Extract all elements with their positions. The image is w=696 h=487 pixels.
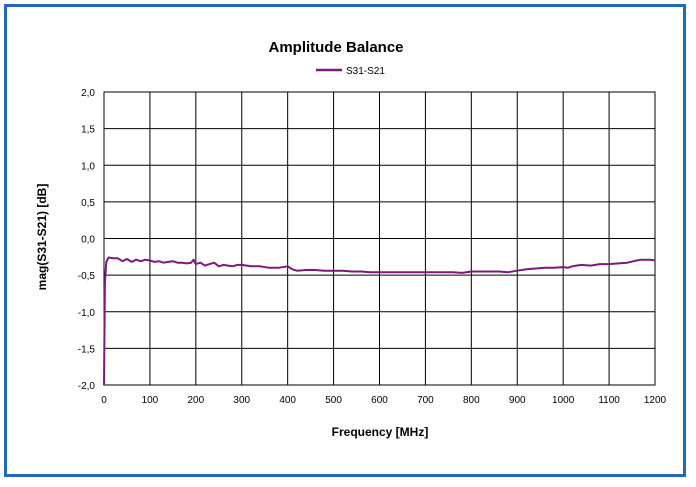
x-tick-label-5: 500: [325, 395, 342, 406]
x-axis-title: Frequency [MHz]: [332, 425, 429, 439]
chart-frame: [4, 4, 686, 477]
legend-label-s31-s21: S31-S21: [346, 66, 385, 77]
x-tick-label-3: 300: [233, 395, 250, 406]
y-axis-title: mag(S31-S21) [dB]: [35, 184, 49, 291]
x-tick-label-4: 400: [279, 395, 296, 406]
y-axis-ticks: -2,0 -1,5 -1,0 -0,5 0,0 0,5 1,0 1,5 2,0: [78, 88, 96, 392]
series-line-0: [103, 256, 656, 386]
y-tick-label-0: -2,0: [78, 381, 96, 392]
y-tick-label-4: 0,0: [81, 235, 95, 246]
x-tick-label-6: 600: [371, 395, 388, 406]
x-tick-label-11: 1100: [598, 395, 620, 406]
x-tick-label-0: 0: [101, 395, 107, 406]
x-tick-label-9: 900: [509, 395, 526, 406]
x-axis-ticks: 0 100 200 300 400 500 600 700 800 900 1000 1100 1200: [101, 395, 666, 406]
legend: S31-S21: [316, 66, 385, 77]
x-tick-label-7: 700: [417, 395, 434, 406]
chart-title: Amplitude Balance: [268, 39, 403, 56]
y-tick-label-1: -1,5: [78, 344, 96, 355]
y-tick-label-3: -0,5: [78, 271, 96, 282]
x-tick-label-2: 200: [187, 395, 204, 406]
y-tick-label-8: 2,0: [81, 88, 95, 99]
x-tick-label-10: 1000: [552, 395, 575, 406]
y-tick-label-2: -1,0: [78, 308, 96, 319]
series-layer: [103, 256, 656, 386]
plot-grid: [103, 91, 656, 386]
plot-area: [103, 91, 656, 386]
x-tick-label-8: 800: [463, 395, 480, 406]
y-tick-label-7: 1,5: [81, 125, 95, 136]
y-tick-label-5: 0,5: [81, 198, 95, 209]
x-tick-label-1: 100: [142, 395, 159, 406]
y-tick-label-6: 1,0: [81, 161, 95, 172]
x-tick-label-12: 1200: [644, 395, 667, 406]
